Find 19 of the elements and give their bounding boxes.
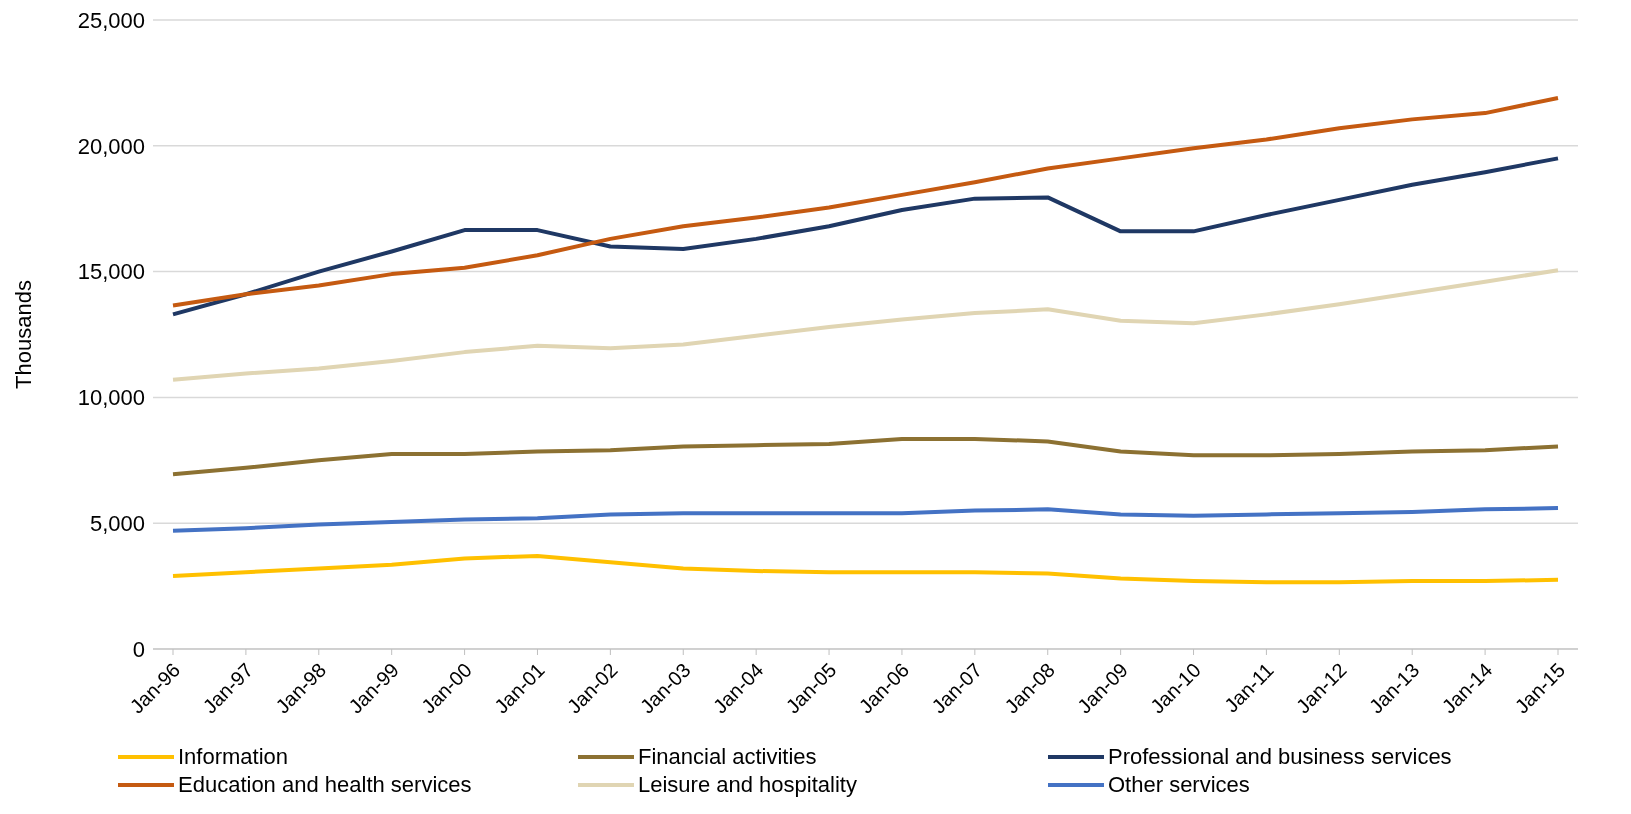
y-tick-label: 5,000 (89, 511, 145, 537)
line-series (171, 156, 1560, 317)
legend-label: Other services (1108, 772, 1250, 798)
legend-label: Information (178, 744, 289, 770)
line-series (171, 553, 1560, 585)
y-tick-label: 20,000 (77, 133, 145, 159)
line-series (171, 268, 1560, 382)
legend-label: Professional and business services (1108, 744, 1452, 770)
line-series (171, 96, 1560, 308)
y-tick-label: 25,000 (77, 7, 145, 33)
y-tick-label: 10,000 (77, 385, 145, 411)
line-series (171, 506, 1560, 533)
y-axis-title: Thousands (10, 280, 36, 389)
y-tick-label: 0 (132, 636, 145, 662)
legend-label: Financial activities (638, 744, 817, 770)
legend-label: Leisure and hospitality (638, 772, 857, 798)
y-tick-label: 15,000 (77, 259, 145, 285)
line-series (171, 436, 1560, 477)
legend-label: Education and health services (178, 772, 472, 798)
